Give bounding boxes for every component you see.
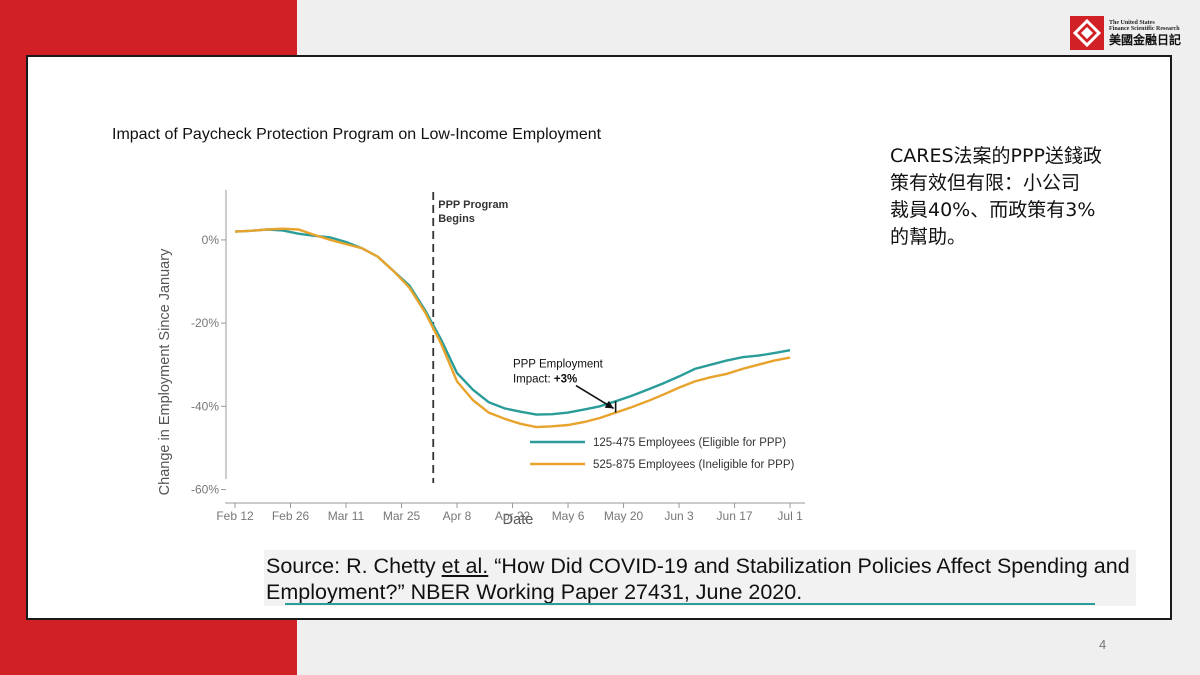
ppp-impact-value: +3% [554, 374, 577, 386]
ppp-begins-label-line-1: PPP Program [438, 199, 508, 211]
ppp-impact-arrowhead [604, 400, 614, 409]
y-tick-label: -20% [191, 316, 219, 330]
employment-line-chart: Impact of Paycheck Protection Program on… [112, 126, 805, 528]
ppp-impact-annotation-line-1: PPP Employment [513, 359, 604, 371]
chart-title: Impact of Paycheck Protection Program on… [112, 126, 602, 143]
source-prefix: Source: R. Chetty [266, 554, 442, 578]
x-axis-label: Date [503, 512, 534, 528]
source-rest: “How Did COVID-19 and Stabilization Poli… [266, 554, 1130, 604]
source-underline-rule [285, 603, 1095, 605]
commentary-line-1: CARES法案的PPP送錢政 [890, 145, 1102, 167]
y-tick-label: -60% [191, 483, 219, 497]
ppp-impact-prefix: Impact: [513, 374, 554, 386]
x-tick-label: Jul 1 [777, 509, 803, 523]
logo-english-line-1: The United States [1109, 20, 1155, 26]
commentary-line-3: 裁員40%、而政策有3% [890, 199, 1096, 221]
page-number: 4 [1099, 637, 1107, 652]
x-tick-label: Feb 26 [272, 509, 310, 523]
y-tick-label: -40% [191, 399, 219, 413]
source-citation: Source: R. Chetty et al. “How Did COVID-… [264, 550, 1136, 606]
commentary-line-4: 的幫助。 [890, 226, 967, 248]
x-tick-label: Mar 11 [328, 509, 365, 523]
commentary-text: CARES法案的PPP送錢政 策有效但有限：小公司 裁員40%、而政策有3% 的… [890, 143, 1130, 251]
x-tick-label: Apr 8 [443, 509, 472, 523]
y-tick-label: 0% [202, 233, 220, 247]
chart-legend: 125-475 Employees (Eligible for PPP) 525… [530, 437, 795, 471]
x-tick-label: Apr 22 [495, 509, 531, 523]
x-tick-label: Mar 25 [383, 509, 421, 523]
legend-label-ineligible: 525-875 Employees (Ineligible for PPP) [593, 459, 795, 471]
series-line-eligible [234, 228, 791, 416]
logo-chinese-name: 美國金融日記 [1109, 33, 1182, 47]
legend-label-eligible: 125-475 Employees (Eligible for PPP) [593, 437, 786, 449]
x-tick-label: Jun 3 [664, 509, 694, 523]
x-tick-label: Jun 17 [717, 509, 753, 523]
x-tick-label: May 6 [552, 509, 585, 523]
y-axis-label: Change in Employment Since January [157, 248, 173, 495]
x-axis: Feb 12 Feb 26 Mar 11 Mar 25 Apr 8 Apr 22 May 6… [216, 502, 805, 523]
y-axis: 0% -20% -40% -60% [191, 190, 227, 497]
x-tick-label: May 20 [604, 509, 644, 523]
ppp-begins-label-line-2: Begins [438, 213, 475, 225]
x-tick-label: Feb 12 [216, 509, 254, 523]
brand-logo: The United States Finance Scientific Res… [1070, 14, 1192, 52]
logo-english-line-2: Finance Scientific Research [1109, 26, 1180, 32]
chart-panel: Impact of Paycheck Protection Program on… [105, 122, 823, 530]
series-line-ineligible [234, 227, 791, 429]
commentary-line-2: 策有效但有限：小公司 [890, 172, 1081, 194]
ppp-impact-annotation-line-2: Impact: +3% [513, 374, 577, 386]
source-et-al-link[interactable]: et al. [441, 554, 489, 578]
diamond-logo-icon [1070, 16, 1104, 50]
